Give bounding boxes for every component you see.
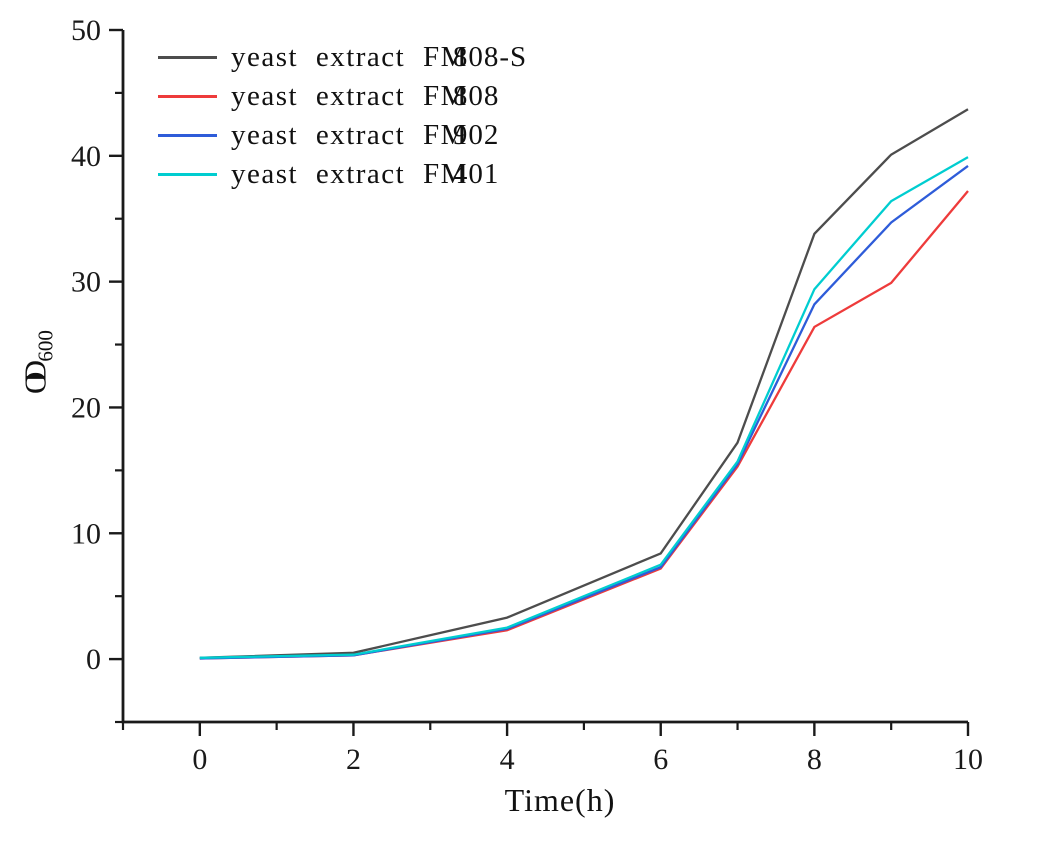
legend-line-swatch <box>158 56 217 59</box>
y-tick-label: 10 <box>71 517 101 550</box>
y-tick-label: 40 <box>71 140 101 173</box>
series-line <box>199 108 969 659</box>
legend-label: yeast extract FM401 <box>231 158 500 190</box>
x-axis-title: Time(h) <box>504 782 616 818</box>
y-axis-title: OD 600 <box>17 330 58 394</box>
series-line <box>199 156 969 659</box>
legend-item: yeast extract FM902 <box>158 116 527 155</box>
y-tick-label: 30 <box>71 266 101 299</box>
y-tick-label: 20 <box>71 391 101 424</box>
y-axis-title-text: OD <box>17 370 53 394</box>
x-tick-label: 2 <box>346 743 361 776</box>
legend-line-swatch <box>158 134 217 137</box>
legend-item: yeast extract FM808 <box>158 77 527 116</box>
y-tick-label: 0 <box>86 643 101 676</box>
legend-label: yeast extract FM808 <box>231 80 500 112</box>
y-tick-label: 50 <box>71 14 101 47</box>
x-tick-label: 0 <box>192 743 207 776</box>
x-tick-label: 6 <box>653 743 668 776</box>
x-tick-label: 4 <box>500 743 515 776</box>
legend-label: yeast extract FM808-S <box>231 41 528 73</box>
legend-line-swatch <box>158 173 217 176</box>
x-tick-label: 10 <box>953 743 983 776</box>
legend-line-swatch <box>158 95 217 98</box>
legend-item: yeast extract FM401 <box>158 155 527 194</box>
legend-item: yeast extract FM808-S <box>158 38 527 77</box>
legend-label: yeast extract FM902 <box>231 119 500 151</box>
x-tick-label: 8 <box>807 743 822 776</box>
y-axis-title-subscript: 600 <box>33 330 58 362</box>
legend: yeast extract FM808-S yeast extract FM808… <box>158 38 527 194</box>
series-line <box>199 190 969 660</box>
